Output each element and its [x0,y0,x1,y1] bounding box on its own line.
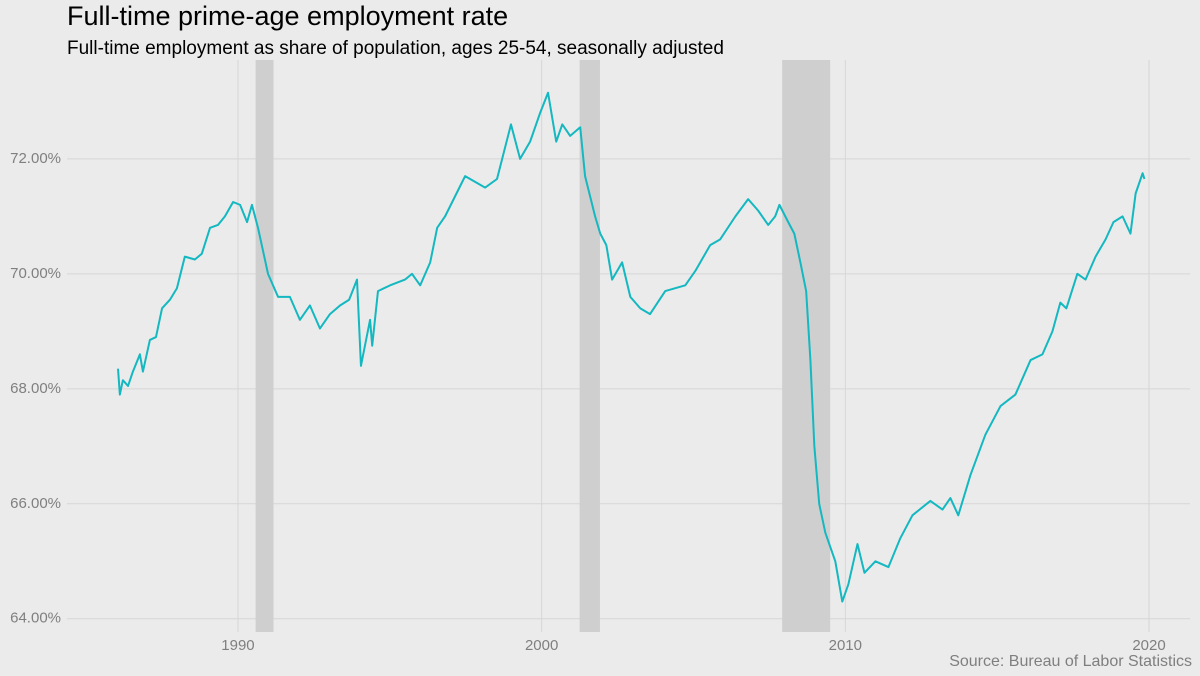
x-tick-label: 2020 [1132,637,1165,654]
recession-band [579,60,600,632]
y-tick-label: 70.00% [10,265,61,282]
x-tick-label: 2000 [525,637,558,654]
y-tick-label: 72.00% [10,150,61,167]
recession-band [782,60,831,632]
x-tick-label: 2010 [829,637,862,654]
chart-title: Full-time prime-age employment rate [67,1,508,31]
y-tick-label: 64.00% [10,610,61,627]
y-tick-label: 68.00% [10,380,61,397]
x-tick-label: 1990 [221,637,254,654]
chart-subtitle: Full-time employment as share of populat… [67,38,724,59]
source-note: Source: Bureau of Labor Statistics [949,653,1192,670]
series-line [117,91,1146,603]
y-tick-label: 66.00% [10,495,61,512]
recession-band [255,60,274,632]
